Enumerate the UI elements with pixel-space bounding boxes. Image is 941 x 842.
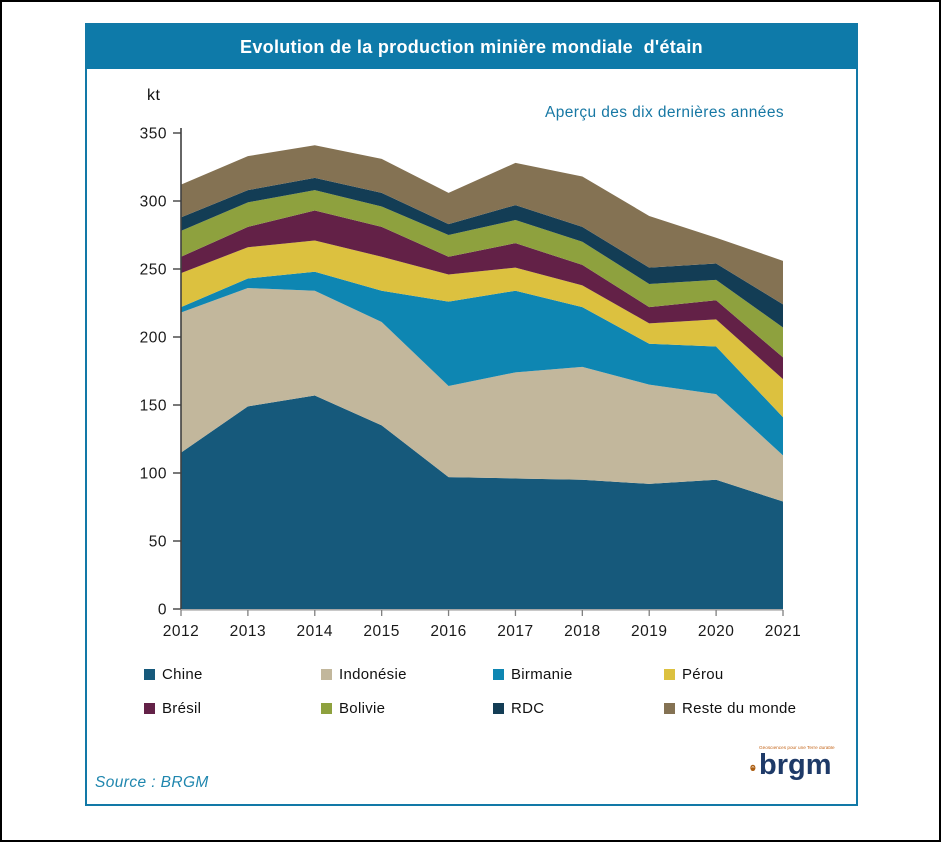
y-tick-label: 300 xyxy=(140,194,167,211)
x-tick-label: 2014 xyxy=(297,623,333,640)
x-tick-label: 2020 xyxy=(698,623,734,640)
brgm-tagline: Géosciences pour une Terre durable xyxy=(759,746,835,751)
x-tick-label: 2013 xyxy=(230,623,266,640)
legend-label: Brésil xyxy=(162,699,202,717)
y-tick-label: 100 xyxy=(140,466,167,483)
y-tick-label: 350 xyxy=(140,126,167,143)
x-tick-label: 2015 xyxy=(363,623,399,640)
area-chine xyxy=(181,395,783,609)
legend-item-reste-du-monde: Reste du monde xyxy=(664,699,797,717)
x-tick-label: 2018 xyxy=(564,623,600,640)
stacked-area-chart: 0 50 100 150 200 250 300 350 2012 2013 2014 2015 201… xyxy=(140,126,801,641)
area-rdc xyxy=(181,177,783,328)
chart-subtitle: Aperçu des dix dernières années xyxy=(544,104,784,121)
legend-swatch xyxy=(144,702,155,714)
area-p-rou xyxy=(181,240,783,418)
x-tick-label: 2019 xyxy=(631,623,667,640)
x-tick-label: 2017 xyxy=(497,623,533,640)
legend-label: RDC xyxy=(511,699,545,717)
y-tick-label: 50 xyxy=(149,534,167,551)
legend-item-br-sil: Brésil xyxy=(144,699,202,717)
brgm-logo-textblock: Géosciences pour une Terre durable brgm xyxy=(759,743,856,781)
y-tick-label: 200 xyxy=(140,330,167,347)
legend-swatch xyxy=(664,702,675,714)
y-tick-label: 150 xyxy=(140,398,167,415)
x-tick-label: 2016 xyxy=(430,623,466,640)
brgm-logo: Géosciences pour une Terre durable brgm xyxy=(750,743,856,793)
legend-item-bolivie: Bolivie xyxy=(321,699,386,717)
area-reste-du-monde xyxy=(181,145,783,305)
x-tick-label: 2021 xyxy=(765,623,801,640)
legend-swatch xyxy=(493,702,504,714)
legend-label: Reste du monde xyxy=(682,699,797,717)
area-indon-sie xyxy=(181,288,783,502)
y-tick-label: 250 xyxy=(140,262,167,279)
y-tick-label: 0 xyxy=(158,602,167,619)
chart-frame: Evolution de la production minière mondi… xyxy=(85,23,858,806)
brgm-logo-icon xyxy=(750,764,756,772)
x-tick-label: 2012 xyxy=(163,623,199,640)
legend-label: Bolivie xyxy=(339,699,386,717)
chart-title: Evolution de la production minière mondi… xyxy=(240,36,703,57)
area-bolivie xyxy=(181,190,783,358)
y-axis-unit-label: kt xyxy=(147,87,161,104)
legend-swatch xyxy=(321,702,332,714)
chart-title-bar: Evolution de la production minière mondi… xyxy=(87,25,856,69)
area-birmanie xyxy=(181,271,783,456)
source-caption: Source : BRGM xyxy=(95,774,209,791)
brgm-logo-text: brgm xyxy=(759,749,832,781)
legend-item-rdc: RDC xyxy=(493,699,545,717)
